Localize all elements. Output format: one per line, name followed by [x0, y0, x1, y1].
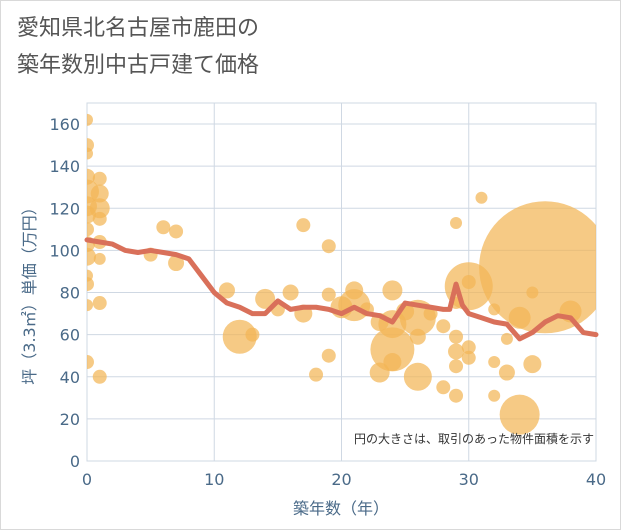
x-axis-label: 築年数（年） [293, 499, 389, 518]
data-bubble [449, 329, 464, 344]
data-bubble [475, 191, 488, 204]
data-bubble [382, 280, 403, 301]
data-bubble [87, 113, 93, 126]
data-bubble [92, 211, 107, 226]
data-bubble [450, 217, 463, 230]
data-bubble [370, 327, 415, 372]
data-bubble [436, 319, 451, 334]
x-tick-label: 30 [459, 470, 479, 489]
data-bubble [92, 296, 107, 311]
x-tick-label: 40 [586, 470, 606, 489]
x-tick-label: 0 [82, 470, 92, 489]
bubble-size-note: 円の大きさは、取引のあった物件面積を示す [354, 431, 594, 446]
data-bubble [403, 362, 432, 391]
data-bubble [245, 327, 260, 342]
data-bubble [383, 353, 402, 372]
data-bubble [449, 388, 464, 403]
trend-layer [84, 237, 599, 342]
y-tick-label: 140 [49, 157, 80, 176]
data-bubble [87, 299, 93, 312]
y-tick-label: 80 [60, 284, 80, 303]
y-tick-label: 20 [60, 410, 80, 429]
data-bubble [488, 389, 501, 402]
data-bubble [499, 394, 540, 435]
data-bubble [255, 288, 276, 309]
data-bubble [218, 282, 235, 299]
data-bubble [87, 277, 94, 292]
y-axis-label: 坪（3.3㎡）単価（万円） [20, 199, 39, 384]
data-bubble [222, 319, 257, 354]
y-tick-label: 160 [49, 115, 80, 134]
data-bubble [92, 171, 107, 186]
data-bubble [296, 218, 311, 233]
data-bubble [500, 332, 513, 345]
y-tick-label: 100 [49, 241, 80, 260]
data-bubble [448, 343, 465, 360]
title-line-1: 愛知県北名古屋市鹿田の [17, 16, 260, 41]
trend-line [84, 237, 599, 342]
data-bubble [87, 222, 94, 237]
data-bubble [309, 367, 324, 382]
data-bubble [87, 355, 94, 370]
data-bubble [93, 252, 106, 265]
y-tick-label: 0 [70, 452, 80, 471]
data-bubble [321, 239, 336, 254]
data-bubble [168, 255, 185, 272]
data-bubble [90, 184, 109, 203]
data-bubble [461, 350, 476, 365]
chart-title: 愛知県北名古屋市鹿田の 築年数別中古戸建て価格 [17, 10, 259, 84]
data-bubble [488, 356, 501, 369]
data-bubble [321, 348, 336, 363]
data-bubble [169, 224, 184, 239]
data-bubble [156, 220, 171, 235]
data-bubble [523, 355, 542, 374]
x-tick-label: 10 [204, 470, 224, 489]
data-bubble [92, 369, 107, 384]
y-tick-label: 40 [60, 368, 80, 387]
data-bubble [436, 380, 451, 395]
tick-layer: 0 20 40 60 80 100 120 140 160 0 10 20 30 40 [49, 115, 606, 489]
data-bubble [87, 147, 93, 160]
data-bubble [479, 201, 596, 334]
data-bubble [89, 198, 110, 219]
x-tick-label: 20 [331, 470, 351, 489]
data-bubble [409, 328, 426, 345]
data-bubble [461, 340, 476, 355]
data-bubble [498, 364, 515, 381]
data-bubble [321, 287, 336, 302]
data-bubble [282, 284, 299, 301]
y-tick-label: 120 [49, 199, 80, 218]
data-bubble [87, 247, 96, 266]
data-bubble [449, 359, 464, 374]
title-line-2: 築年数別中古戸建て価格 [17, 53, 260, 78]
y-tick-label: 60 [60, 326, 80, 345]
